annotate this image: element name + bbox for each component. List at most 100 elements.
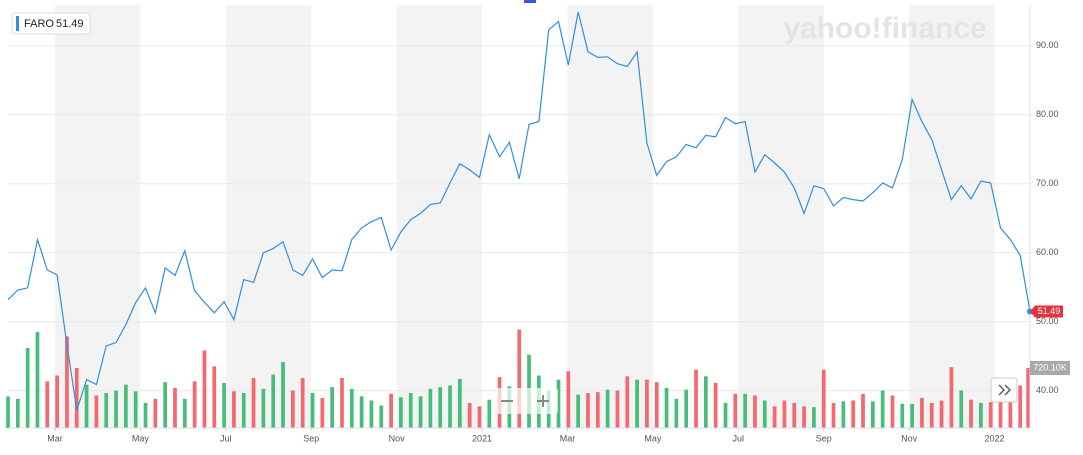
volume-bar [1008,391,1013,428]
legend-symbol: FARO [24,18,54,30]
volume-bar [261,388,266,428]
volume-bar [929,403,934,428]
x-tick-label: Jul [733,433,745,443]
volume-bar [615,390,620,428]
x-tick-label: May [132,433,150,443]
x-tick-label: Mar [560,433,576,443]
volume-bar [939,400,944,428]
volume-bar [310,393,315,428]
volume-bar [920,398,924,428]
volume-bar [969,399,973,428]
x-tick-label: Nov [389,433,406,443]
volume-bar [202,350,207,428]
volume-bar [841,401,846,428]
volume-bar [1018,385,1023,428]
y-tick-label: 40.00 [1036,385,1059,395]
volume-bar [831,403,836,428]
scroll-icon[interactable] [998,384,1011,396]
volume-bar [880,390,885,428]
x-tick-label: Nov [901,433,918,443]
volume-bar [566,371,571,428]
volume-bar [576,394,581,428]
volume-marker [1030,360,1070,375]
volume-bar [861,393,865,428]
volume-bar [684,389,689,428]
volume-bar [212,366,217,428]
range-handle[interactable] [524,0,536,3]
volume-bar [586,393,590,428]
last-price-marker [1030,305,1063,318]
volume-bar [477,406,482,428]
volume-bar [232,391,236,428]
volume-bar [743,393,748,428]
volume-bar [733,393,738,428]
volume-bar [645,379,649,428]
volume-bar [949,367,954,428]
volume-bar [870,401,875,428]
axes: Mar May Jul Sep Nov 2021 Mar May Jul Sep Nov 2022 40… [47,40,1070,443]
x-tick-label: Sep [303,433,319,443]
volume-bar [821,369,826,428]
volume-bar [84,384,89,428]
volume-bar [222,383,226,428]
volume-bar [45,381,50,428]
volume-bar [369,400,374,428]
y-tick-label: 70.00 [1036,178,1059,188]
legend-box [11,12,91,35]
legend: FARO 51.49 [11,12,91,35]
volume-bar [35,332,40,428]
volume-bar [133,391,138,428]
volume-bar [104,393,109,428]
volume-bar [379,405,384,428]
volume-bar [182,398,187,428]
month-band [909,5,995,428]
volume-bar [418,396,423,428]
volume-bar [772,406,777,428]
volume-bar [251,378,256,428]
volume-bar [281,362,285,428]
volume-bar [114,390,118,428]
volume-bar [124,384,128,428]
volume-bar [703,376,708,428]
volume-bar [605,389,610,428]
month-band [225,5,312,428]
last-price-label: 51.49 [1038,306,1061,316]
scroll-button[interactable] [990,377,1018,403]
volume-bar [713,383,718,428]
volume-bar [890,395,895,428]
x-tick-label: Mar [47,433,63,443]
volume-bar [6,396,10,428]
volume-bar [625,376,630,428]
volume-bar [428,388,433,428]
volume-bar [55,375,59,428]
month-bands [54,5,995,428]
volume-bar [674,398,679,428]
x-tick-label: May [644,433,662,443]
volume-bar [654,382,659,428]
volume-bar [1026,367,1030,428]
price-line [7,11,1031,411]
volume-bar [340,378,344,428]
volume-bar [153,398,158,428]
volume-bar [595,392,600,428]
volume-bar [241,393,246,428]
volume-bar [979,403,983,428]
month-band [567,5,653,428]
volume-bar [910,403,914,428]
volume-bar [959,390,964,428]
volume-bar [408,393,413,428]
y-tick-label: 90.00 [1036,40,1059,50]
x-tick-label: Sep [816,433,832,443]
volume-bar [399,397,403,428]
month-band [738,5,824,428]
volume-bar [290,390,295,428]
volume-bar [802,406,806,428]
volume-bar [556,379,561,428]
volume-bar [762,400,767,428]
volume-bar [143,403,148,428]
x-tick-label: Jul [220,433,232,443]
volume-bar [300,378,305,428]
volume-bar [330,387,335,428]
